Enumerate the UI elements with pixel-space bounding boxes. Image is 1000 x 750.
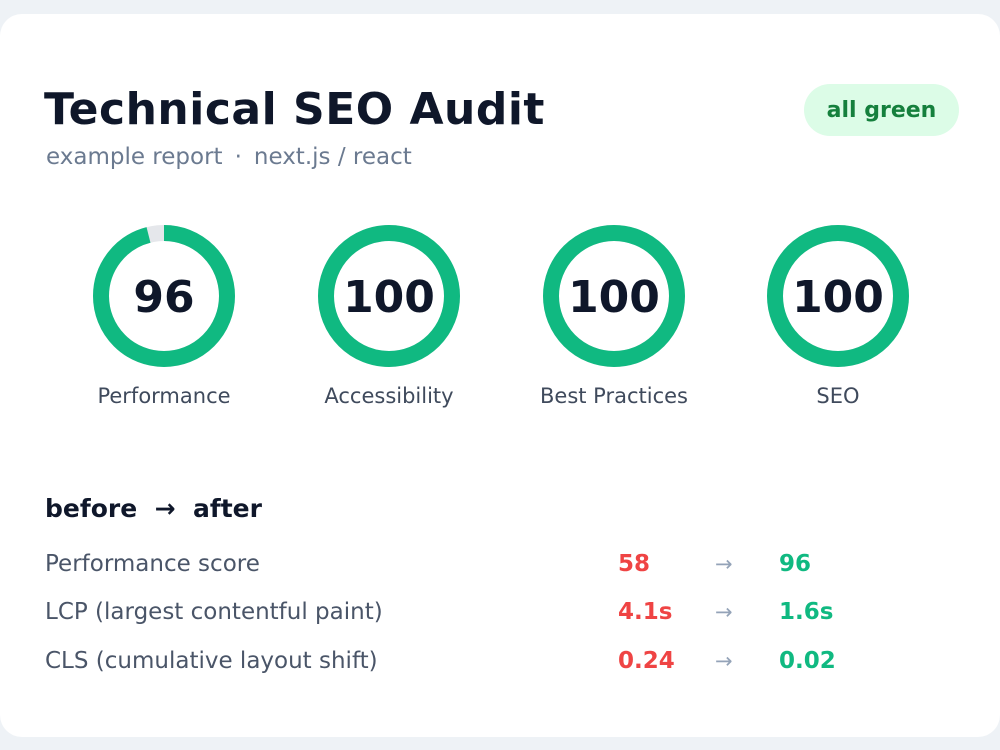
gauge-score: 100 [343,272,435,323]
gauge-ring [318,225,460,367]
comparison-row: CLS (cumulative layout shift) 0.24 → 0.0… [0,645,1000,681]
gauge-arc [767,225,909,367]
gauge-score: 96 [133,272,195,323]
comparison-title-arrow: → [154,494,176,523]
gauge-arc [93,225,235,367]
gauge-accessibility: 100 Accessibility [289,224,489,414]
subtitle-stack: next.js / react [253,144,412,170]
metric-name: LCP (largest contentful paint) [45,599,383,625]
subtitle-separator: · [234,144,242,170]
comparison-row: Performance score 58 → 96 [0,548,1000,584]
gauge-best-practices: 100 Best Practices [514,224,714,414]
arrow-right-icon: → [715,649,733,673]
gauge-performance: 96 Performance [64,224,264,414]
gauge-label: SEO [816,384,860,408]
gauge-arc [318,225,460,367]
gauge-label: Performance [97,384,231,408]
after-value: 96 [779,551,812,577]
before-value: 4.1s [618,599,673,625]
subtitle: example report · next.js / react [46,142,412,172]
status-badge: all green [804,84,959,136]
comparison-row: LCP (largest contentful paint) 4.1s → 1.… [0,596,1000,632]
arrow-right-icon: → [715,600,733,624]
subtitle-report: example report [46,144,223,170]
comparison-title: before → after [45,493,262,525]
before-value: 58 [618,551,651,577]
metric-name: CLS (cumulative layout shift) [45,648,378,674]
page-title: Technical SEO Audit [44,84,545,135]
gauge-label: Accessibility [324,384,454,408]
gauge-seo: 100 SEO [738,224,938,414]
gauge-score: 100 [568,272,660,323]
after-value: 1.6s [779,599,834,625]
gauge-ring [93,225,235,367]
gauge-arc [543,225,685,367]
comparison-title-after: after [192,494,262,523]
comparison-title-before: before [45,494,138,523]
gauge-ring [767,225,909,367]
gauge-ring [543,225,685,367]
after-value: 0.02 [779,648,836,674]
gauge-score: 100 [792,272,884,323]
before-value: 0.24 [618,648,675,674]
metric-name: Performance score [45,551,260,577]
arrow-right-icon: → [715,552,733,576]
audit-card: Technical SEO Audit example report · next.… [0,14,1000,737]
gauge-label: Best Practices [540,384,688,408]
